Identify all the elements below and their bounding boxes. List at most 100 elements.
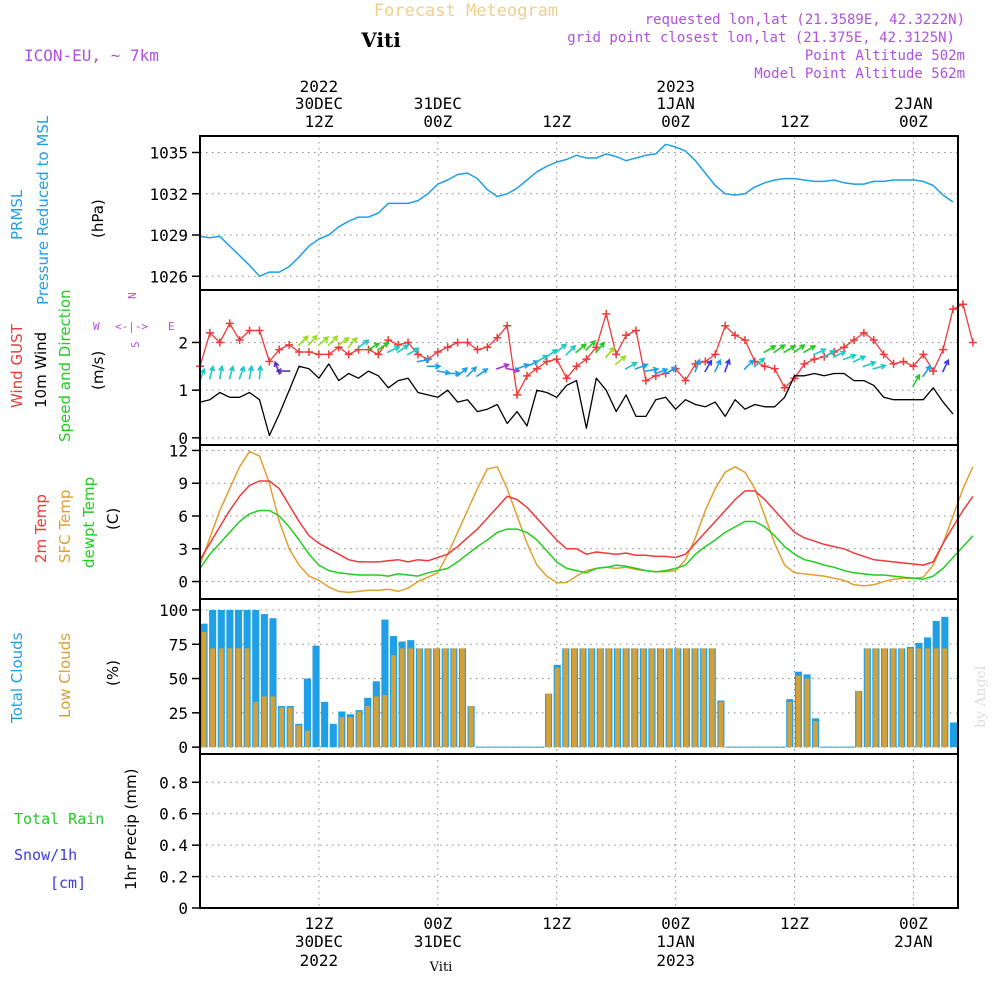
gust-marker [622, 331, 631, 340]
y-tick-label: 6 [178, 507, 188, 526]
axis-label-total-clouds: Total Clouds [8, 632, 26, 724]
wind-direction-arrow [337, 337, 350, 347]
low-cloud-bar [279, 707, 284, 748]
wind-direction-arrow [495, 363, 511, 370]
low-cloud-bar [244, 648, 250, 748]
gust-marker [929, 367, 938, 376]
wind-direction-arrow [793, 344, 806, 354]
gust-marker [513, 390, 522, 399]
low-cloud-bar [864, 648, 870, 748]
gust-marker [275, 345, 284, 354]
model-name: ICON-EU, ~ 7km [24, 46, 159, 65]
time-label-hour: 12Z [542, 914, 571, 933]
low-cloud-bar [899, 648, 905, 748]
low-cloud-bar [460, 648, 465, 748]
wind-direction-arrow [247, 364, 254, 380]
low-cloud-bar [640, 648, 646, 748]
wind-direction-arrow [327, 335, 339, 347]
time-label-date: 1JAN [656, 932, 695, 951]
gust-marker [869, 336, 878, 345]
temperature-panel: 0 3 6 9 12 2m Temp SFC Temp dewpt Temp (C) [32, 441, 974, 600]
wind-direction-arrow [585, 339, 597, 352]
wind-direction-arrow [714, 358, 722, 373]
total-cloud-bar [312, 645, 320, 748]
wind-direction-arrow [822, 349, 837, 359]
time-label-date: 2JAN [894, 932, 933, 951]
wind-direction-arrow [704, 359, 713, 373]
time-label-date: 1JAN [656, 94, 695, 113]
gust-marker [701, 357, 710, 366]
low-cloud-bar [692, 648, 698, 748]
wind-direction-arrow [654, 367, 669, 375]
low-cloud-bar [304, 730, 310, 748]
gust-marker [760, 362, 769, 371]
panel-frame [199, 753, 959, 909]
wind-direction-arrow [297, 335, 309, 347]
wind-direction-arrow [275, 367, 291, 375]
wind-direction-arrow [614, 355, 627, 366]
low-cloud-bar [666, 648, 672, 748]
y-tick-label: 0 [178, 738, 188, 757]
wind-direction-arrow [416, 357, 432, 364]
y-tick-label: 1029 [149, 226, 188, 245]
wind-direction-arrow [594, 341, 606, 354]
time-label-hour: 12Z [542, 112, 571, 131]
low-cloud-bar [925, 648, 930, 748]
low-cloud-bar [348, 716, 353, 748]
gust-marker [295, 348, 304, 356]
time-label-hour: 00Z [423, 914, 452, 933]
low-cloud-bar [795, 675, 801, 748]
wind-direction-arrow [545, 348, 558, 359]
y-tick-label: 3 [178, 540, 188, 559]
wind-direction-arrow [694, 358, 702, 373]
wind-direction-arrow [912, 373, 921, 387]
precip-panel: 0 0.2 0.4 0.6 0.8 Total Rain Snow/1h [cm] 1hr Pr… [14, 753, 959, 918]
total-cloud-bar [381, 619, 389, 748]
wind-direction-arrow [475, 368, 489, 378]
gust-marker [740, 336, 749, 345]
wind-direction-arrow [307, 334, 318, 347]
low-cloud-bar [382, 695, 388, 748]
gust-marker [899, 357, 908, 366]
wind-direction-arrow [347, 336, 358, 349]
temp-2m-line [199, 480, 974, 566]
low-cloud-bar [287, 707, 293, 748]
low-cloud-bar [907, 648, 913, 748]
compass-east: E [168, 320, 175, 333]
wind-direction-arrow [723, 358, 731, 373]
axis-label-direction: Speed and Direction [56, 289, 74, 442]
low-cloud-bar [210, 648, 216, 748]
low-cloud-bar [563, 648, 569, 748]
time-label-hour: 00Z [899, 914, 928, 933]
wind-direction-arrow [664, 366, 678, 375]
gust-marker [939, 345, 948, 354]
wind-direction-arrow [238, 365, 246, 380]
wind-direction-arrow [406, 347, 420, 356]
wind-direction-arrow [941, 358, 950, 373]
gust-marker [592, 343, 601, 352]
legend-snow-unit: [cm] [50, 874, 86, 892]
time-label-hour: 00Z [899, 112, 928, 131]
low-cloud-bar [416, 648, 422, 748]
low-cloud-bar [227, 648, 233, 748]
gust-marker [463, 338, 472, 347]
low-cloud-bar [365, 705, 371, 748]
gust-marker [473, 345, 482, 354]
low-cloud-bar [339, 716, 345, 748]
credit-watermark: by Angel [973, 665, 989, 728]
gust-marker [810, 355, 819, 364]
wind-panel: 0 1 2 Wind GUST 10m Wind Speed and Direction (… [8, 289, 977, 448]
gust-marker [731, 331, 740, 340]
time-label-hour: 00Z [661, 112, 690, 131]
gust-marker [849, 336, 858, 345]
time-label-date: 31DEC [414, 932, 462, 951]
y-tick-label: 0.6 [159, 805, 188, 824]
gust-marker [374, 350, 383, 359]
total-cloud-bar [949, 722, 957, 748]
wind-direction-arrow [565, 344, 577, 356]
gust-marker [602, 309, 611, 318]
low-cloud-bar [890, 648, 896, 748]
wind-direction-arrow [634, 363, 649, 370]
gust-marker [225, 319, 234, 328]
